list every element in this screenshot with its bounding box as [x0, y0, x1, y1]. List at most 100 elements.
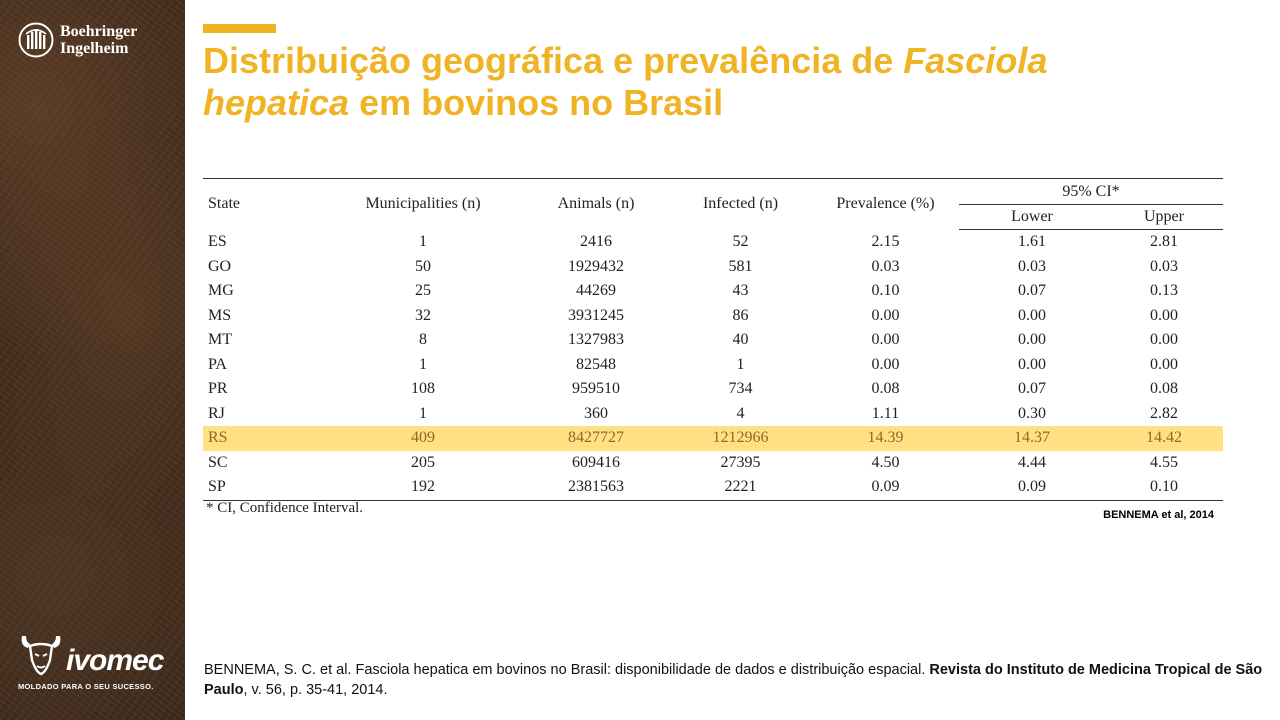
cell-infected: 1212966: [669, 426, 812, 451]
cell-lower: 0.00: [1018, 331, 1046, 349]
header-animals: Animals (n): [523, 178, 669, 230]
cell-municipalities: 205: [411, 453, 435, 471]
title-text-1: Distribuição geográfica e prevalência de: [203, 40, 904, 81]
header-ci: 95% CI*: [959, 178, 1223, 205]
table-row: RJ 1 360 4 1.11 0.30 2.82: [203, 402, 1223, 427]
cell-lower: 14.37: [959, 426, 1105, 451]
cell-animals: 1929432: [568, 257, 624, 275]
cell-upper: 14.42: [1105, 426, 1223, 451]
header-ci-upper: Upper: [1105, 204, 1223, 230]
cell-municipalities: 50: [415, 257, 431, 275]
cell-lower: 0.03: [1018, 257, 1046, 275]
cell-upper: 0.03: [1150, 257, 1178, 275]
cell-prevalence: 0.00: [871, 355, 900, 373]
cell-upper: 2.81: [1150, 233, 1178, 251]
cell-lower: 0.00: [1018, 306, 1046, 324]
cell-infected: 43: [732, 282, 749, 300]
header-state: State: [203, 178, 323, 230]
cell-infected: 52: [732, 233, 749, 250]
cell-lower: 4.44: [1018, 453, 1046, 471]
cell-state: ES: [208, 233, 227, 250]
table-row: SP 192 2381563 2221 0.09 0.09 0.10: [203, 475, 1223, 501]
cell-animals: 82548: [576, 355, 616, 373]
title-italic-species: hepatica: [203, 82, 350, 123]
cell-municipalities: 1: [419, 233, 427, 250]
cell-state: MS: [208, 306, 232, 324]
table-row: MG 25 44269 43 0.10 0.07 0.13: [203, 279, 1223, 304]
table-row: PR 108 959510 734 0.08 0.07 0.08: [203, 377, 1223, 402]
table-row: MT 8 1327983 40 0.00 0.00 0.00: [203, 328, 1223, 353]
cell-municipalities: 32: [415, 306, 431, 324]
table-row: GO 50 1929432 581 0.03 0.03 0.03: [203, 255, 1223, 280]
cell-infected: 27395: [720, 453, 761, 471]
title-accent-bar: [203, 24, 276, 33]
sidebar-background: Boehringer Ingelheim ivomec MOLDADO PARA…: [0, 0, 185, 720]
cell-municipalities: 409: [323, 426, 523, 451]
cell-upper: 0.00: [1150, 331, 1178, 349]
boehringer-logo: Boehringer Ingelheim: [18, 22, 137, 58]
boehringer-line1: Boehringer: [60, 23, 138, 40]
header-municipalities: Municipalities (n): [323, 178, 523, 230]
title-text-2: em bovinos no Brasil: [349, 82, 724, 123]
cell-state: SP: [203, 475, 323, 501]
cell-prevalence: 0.10: [871, 282, 900, 300]
short-citation: BENNEMA et al, 2014: [1103, 509, 1214, 521]
cell-prevalence: 14.39: [812, 426, 959, 451]
cell-infected: 2221: [669, 475, 812, 501]
cell-lower: 1.61: [1018, 233, 1046, 251]
full-reference: BENNEMA, S. C. et al. Fasciola hepatica …: [204, 660, 1264, 700]
cell-upper: 4.55: [1150, 453, 1178, 471]
header-infected: Infected (n): [669, 178, 812, 230]
cell-prevalence: 0.09: [812, 475, 959, 501]
cell-animals: 609416: [572, 453, 620, 471]
table-row: PA 1 82548 1 0.00 0.00 0.00: [203, 353, 1223, 378]
header-ci-lower: Lower: [959, 204, 1105, 230]
cell-infected: 4: [736, 404, 745, 422]
table-row: MS 32 3931245 86 0.00 0.00 0.00: [203, 304, 1223, 329]
cell-prevalence: 0.00: [871, 331, 900, 349]
cell-animals: 959510: [572, 380, 620, 398]
boehringer-wordmark: Boehringer Ingelheim: [60, 23, 137, 57]
table-row: ES 1 2416 52 2.15 1.61 2.81: [203, 230, 1223, 255]
cell-state: RS: [203, 426, 323, 451]
cell-infected: 40: [732, 331, 749, 349]
boehringer-logo-icon: [18, 22, 54, 58]
cell-animals: 3931245: [568, 306, 624, 324]
cell-upper: 2.82: [1150, 404, 1178, 422]
reference-plain: BENNEMA, S. C. et al. Fasciola hepatica …: [204, 662, 930, 678]
cell-prevalence: 4.50: [871, 453, 900, 471]
cell-prevalence: 0.03: [871, 257, 900, 275]
ivomec-wordmark: ivomec: [66, 644, 164, 677]
reference-tail: , v. 56, p. 35-41, 2014.: [243, 682, 388, 698]
cell-upper: 0.00: [1150, 355, 1178, 373]
cell-upper: 0.13: [1150, 282, 1178, 300]
cell-infected: 581: [728, 257, 753, 275]
cell-infected: 86: [732, 306, 749, 324]
cell-lower: 0.09: [959, 475, 1105, 501]
table-footnote: * CI, Confidence Interval.: [206, 500, 364, 516]
cell-state: GO: [208, 257, 232, 275]
cell-municipalities: 8: [419, 331, 427, 349]
cell-animals: 2381563: [523, 475, 669, 501]
cell-lower: 0.30: [1018, 404, 1046, 422]
table-row: RS 409 8427727 1212966 14.39 14.37 14.42: [203, 426, 1223, 451]
title-italic-genus: Fasciola: [903, 40, 1048, 81]
cell-lower: 0.00: [1018, 355, 1046, 373]
prevalence-table-container: State Municipalities (n) Animals (n) Inf…: [203, 178, 1223, 501]
prevalence-table: State Municipalities (n) Animals (n) Inf…: [203, 178, 1223, 501]
cell-upper: 0.08: [1150, 380, 1178, 398]
cell-animals: 8427727: [523, 426, 669, 451]
cell-lower: 0.07: [1018, 282, 1046, 300]
cell-animals: 2416: [580, 233, 612, 250]
cell-infected: 1: [736, 355, 745, 373]
cell-animals: 1327983: [568, 331, 624, 349]
cell-infected: 734: [728, 380, 753, 398]
cell-state: MG: [208, 282, 234, 300]
cell-municipalities: 1: [419, 404, 427, 422]
boehringer-line2: Ingelheim: [60, 40, 129, 57]
cell-municipalities: 108: [411, 380, 435, 398]
cell-upper: 0.10: [1105, 475, 1223, 501]
cell-municipalities: 25: [415, 282, 431, 300]
cell-prevalence: 2.15: [871, 233, 900, 250]
cell-state: SC: [208, 453, 228, 471]
